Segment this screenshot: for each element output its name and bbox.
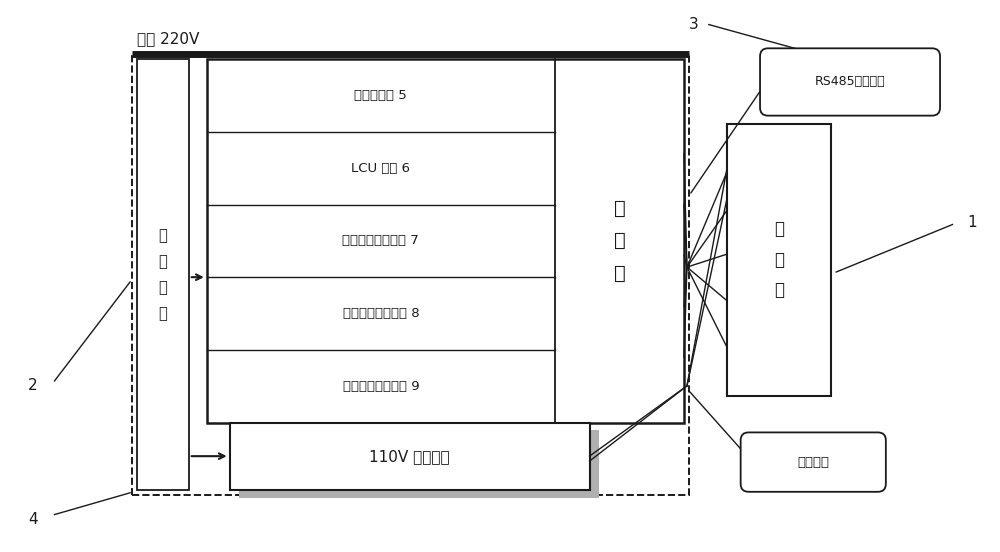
Text: 列车供电装置模拟 9: 列车供电装置模拟 9 [343,380,419,392]
Bar [239,431,599,498]
Text: LCU 模拟 6: LCU 模拟 6 [351,162,410,174]
Bar [137,59,189,490]
Bar [207,59,684,422]
Text: 2: 2 [28,378,37,394]
Text: 计
算
机: 计 算 机 [614,199,625,283]
Text: 电源线缆: 电源线缆 [797,455,829,469]
Bar [132,54,689,495]
Text: RS485通信线缆: RS485通信线缆 [815,76,885,88]
Bar [727,124,831,396]
Bar [230,422,590,490]
Text: 测
试
装
置: 测 试 装 置 [159,229,167,321]
Text: 车载信息装置模拟 7: 车载信息装置模拟 7 [342,235,419,247]
Text: 4: 4 [28,512,37,527]
Text: 故障隔离单元模拟 8: 故障隔离单元模拟 8 [343,307,419,320]
Text: 显
示
屏: 显 示 屏 [774,220,784,299]
Text: 3: 3 [689,17,699,32]
FancyBboxPatch shape [741,432,886,492]
Text: 1: 1 [968,215,977,230]
FancyBboxPatch shape [760,49,940,115]
Text: 交流 220V: 交流 220V [137,31,199,46]
Text: 电子柜模拟 5: 电子柜模拟 5 [354,89,407,102]
Text: 110V 直流电源: 110V 直流电源 [369,449,450,464]
